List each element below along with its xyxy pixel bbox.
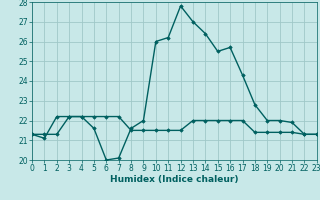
X-axis label: Humidex (Indice chaleur): Humidex (Indice chaleur) (110, 175, 239, 184)
